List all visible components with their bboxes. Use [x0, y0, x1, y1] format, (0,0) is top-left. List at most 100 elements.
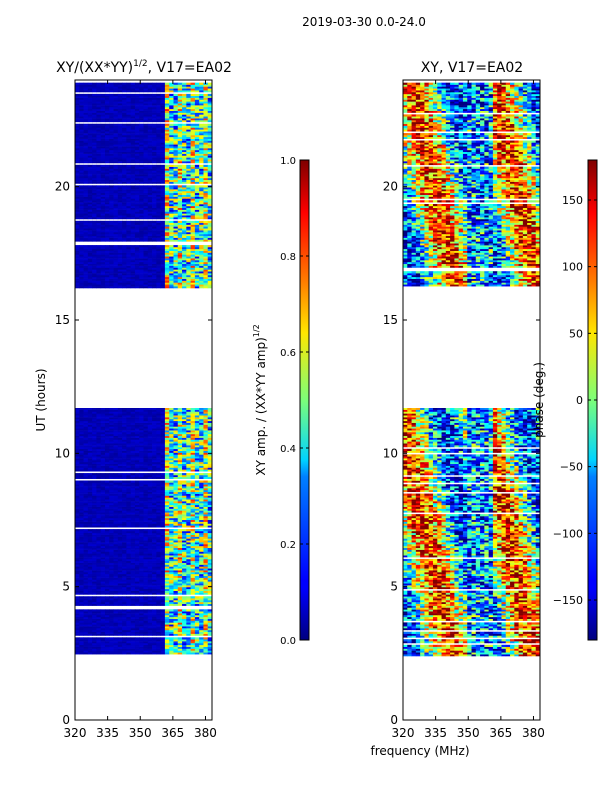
heatmap-cell: [199, 491, 204, 494]
heatmap-cell: [182, 420, 187, 423]
heatmap-cell: [207, 551, 212, 554]
heatmap-cell: [177, 583, 183, 586]
heatmap-cell: [134, 432, 140, 435]
heatmap-cell: [147, 441, 153, 444]
heatmap-cell: [117, 497, 123, 500]
heatmap-cell: [139, 566, 144, 569]
heatmap-cell: [164, 411, 170, 414]
heatmap-cell: [134, 280, 140, 283]
heatmap-cell: [109, 566, 114, 569]
heatmap-cell: [83, 557, 89, 560]
heatmap-cell: [160, 514, 166, 517]
heatmap-cell: [186, 476, 191, 479]
heatmap-cell: [122, 534, 127, 537]
heatmap-cell: [83, 282, 89, 285]
heatmap-cell: [122, 547, 127, 550]
heatmap-cell: [147, 418, 153, 422]
heatmap-cell: [130, 263, 136, 266]
heatmap-cell: [79, 432, 84, 435]
heatmap-cell: [190, 516, 196, 519]
heatmap-cell: [75, 445, 80, 448]
heatmap-cell: [177, 628, 183, 631]
heatmap-cell: [126, 228, 132, 231]
heatmap-cell: [203, 463, 209, 466]
heatmap-cell: [160, 433, 166, 437]
heatmap-cell: [92, 502, 97, 506]
heatmap-cell: [190, 570, 196, 573]
heatmap-cell: [126, 525, 132, 528]
heatmap-cell: [83, 590, 89, 593]
heatmap-cell: [92, 439, 97, 442]
heatmap-cell: [169, 239, 174, 242]
heatmap-cell: [79, 258, 84, 261]
heatmap-cell: [207, 232, 212, 235]
heatmap-cell: [156, 558, 162, 562]
heatmap-cell: [100, 230, 106, 233]
heatmap-cell: [207, 560, 212, 563]
heatmap-cell: [182, 514, 187, 517]
heatmap-cell: [199, 476, 204, 479]
heatmap-cell: [104, 286, 110, 289]
heatmap-cell: [83, 224, 89, 227]
heatmap-cell: [92, 626, 97, 629]
heatmap-cell: [177, 586, 183, 590]
heatmap-cell: [109, 254, 114, 257]
heatmap-cell: [130, 620, 136, 623]
heatmap-cell: [130, 488, 136, 491]
heatmap-cell: [177, 592, 183, 595]
heatmap-cell: [177, 228, 183, 231]
heatmap-cell: [194, 433, 200, 437]
heatmap-cell: [147, 549, 153, 552]
heatmap-cell: [173, 538, 179, 541]
heatmap-cell: [156, 491, 162, 494]
heatmap-cell: [199, 560, 204, 563]
heatmap-cell: [182, 562, 187, 565]
heatmap-cell: [173, 622, 179, 625]
heatmap-cell: [156, 551, 162, 554]
heatmap-cell: [79, 426, 84, 429]
heatmap-cell: [139, 598, 144, 601]
heatmap-cell: [194, 489, 200, 493]
heatmap-cell: [156, 260, 162, 263]
heatmap-cell: [134, 542, 140, 545]
heatmap-cell: [139, 551, 144, 554]
heatmap-cell: [186, 417, 191, 420]
heatmap-cell: [182, 631, 187, 634]
heatmap-cell: [134, 566, 140, 569]
heatmap-cell: [156, 439, 162, 442]
heatmap-cell: [109, 579, 114, 582]
heatmap-cell: [207, 585, 212, 588]
heatmap-cell: [113, 592, 119, 595]
heatmap-cell: [177, 276, 183, 279]
heatmap-cell: [169, 633, 174, 636]
heatmap-cell: [113, 568, 119, 571]
heatmap-cell: [134, 646, 140, 649]
heatmap-cell: [173, 497, 179, 500]
heatmap-cell: [182, 564, 187, 567]
heatmap-cell: [177, 558, 183, 562]
heatmap-cell: [203, 413, 209, 416]
heatmap-cell: [134, 284, 140, 287]
heatmap-cell: [186, 562, 191, 565]
heatmap-cell: [173, 598, 179, 601]
heatmap-cell: [75, 443, 80, 446]
heatmap-cell: [160, 644, 166, 647]
heatmap-cell: [182, 508, 187, 511]
heatmap-cell: [109, 510, 114, 513]
heatmap-cell: [104, 422, 110, 425]
heatmap-cell: [100, 579, 106, 582]
heatmap-cell: [147, 652, 153, 655]
heatmap-cell: [190, 631, 196, 634]
heatmap-cell: [147, 273, 153, 276]
heatmap-cell: [152, 534, 157, 537]
heatmap-cell: [177, 540, 183, 543]
heatmap-cell: [117, 560, 123, 563]
heatmap-cell: [92, 512, 97, 515]
heatmap-cell: [126, 555, 132, 558]
heatmap-cell: [186, 532, 191, 535]
heatmap-cell: [186, 480, 191, 483]
heatmap-cell: [147, 648, 153, 651]
heatmap-cell: [186, 433, 191, 437]
heatmap-cell: [160, 486, 166, 489]
heatmap-cell: [122, 450, 127, 453]
